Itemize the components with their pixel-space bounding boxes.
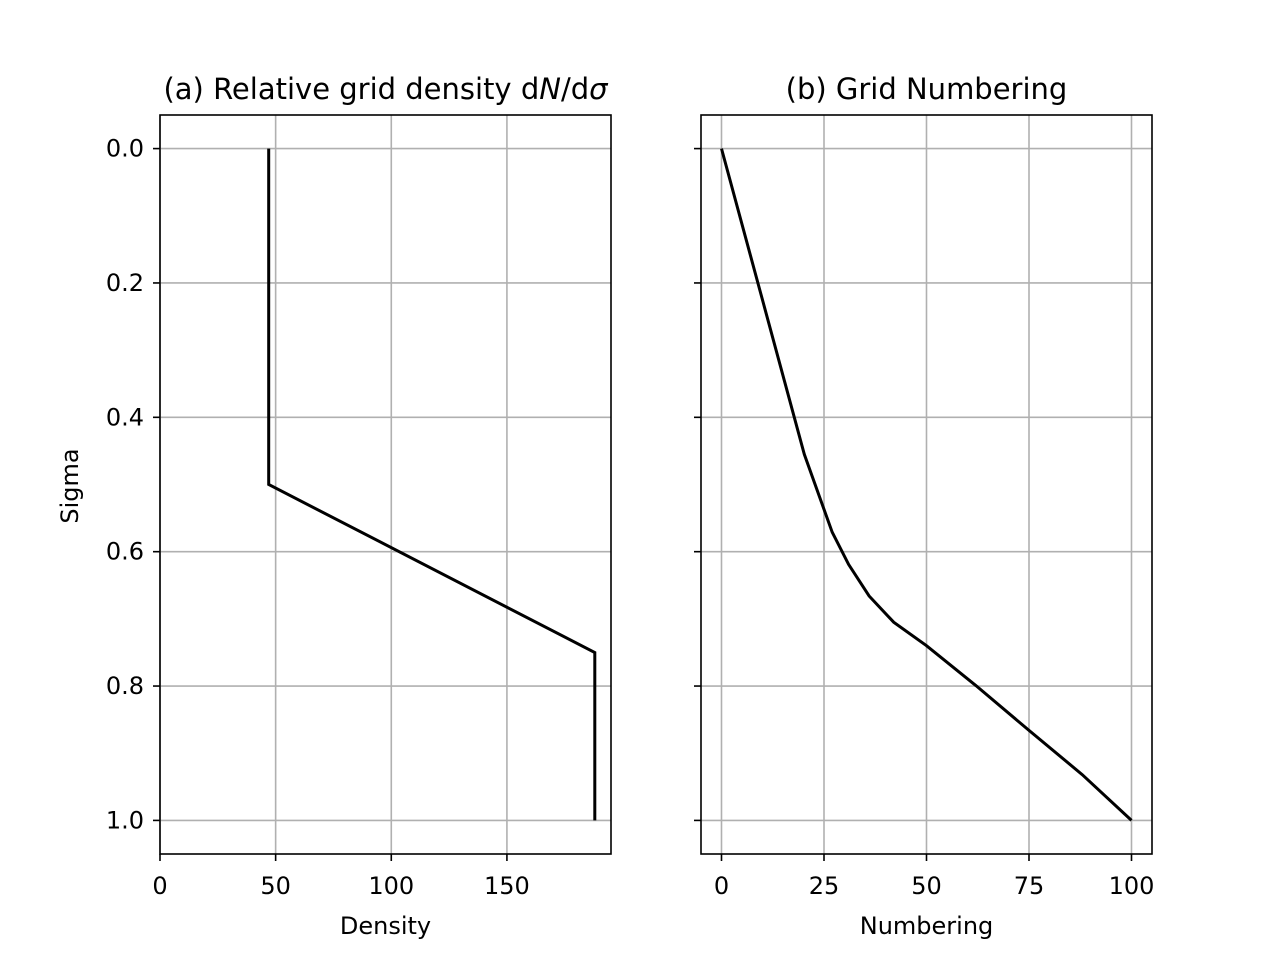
density-axes-frame [159, 114, 612, 855]
numbering-series-line [720, 148, 1133, 822]
numbering-x-tick-label: 0 [714, 872, 729, 900]
density-title-slash-d: /d [561, 72, 589, 106]
density-ticks: 0 50 100 150 0.0 0.2 0.4 0.6 0.8 1.0 [106, 135, 530, 900]
numbering-x-tick-label: 100 [1109, 872, 1155, 900]
density-title-n: N [539, 72, 561, 106]
numbering-chart-title: (b) Grid Numbering [786, 72, 1068, 106]
density-y-tick-label: 0.8 [106, 672, 144, 700]
density-x-axis-label: Density [340, 912, 431, 940]
density-title-sigma: σ [589, 72, 609, 106]
density-chart-title: (a) Relative grid density dN/dσ [163, 72, 609, 106]
density-x-tick-label: 150 [484, 872, 530, 900]
density-title-prefix: (a) Relative grid density d [163, 72, 539, 106]
density-y-tick-label: 0.0 [106, 135, 144, 163]
density-grid [159, 115, 611, 854]
numbering-ticks: 0 25 50 75 100 [694, 147, 1155, 900]
density-y-tick-label: 0.2 [106, 269, 144, 297]
density-series [267, 148, 597, 821]
sigma-y-axis-label: Sigma [56, 448, 84, 523]
density-x-tick-label: 50 [260, 872, 291, 900]
panel-density: 0 50 100 150 0.0 0.2 0.4 0.6 0.8 1.0 (a) Relative… [56, 72, 612, 940]
density-y-tick-label: 0.4 [106, 403, 144, 431]
numbering-x-tick-label: 25 [809, 872, 840, 900]
numbering-x-axis-label: Numbering [860, 912, 994, 940]
panel-numbering: 0 25 50 75 100 (b) Grid Numbering Numbering [694, 72, 1154, 940]
density-x-tick-label: 0 [152, 872, 167, 900]
density-x-tick-label: 100 [368, 872, 414, 900]
density-y-tick-label: 1.0 [106, 806, 144, 834]
density-series-line [267, 148, 597, 821]
numbering-x-tick-label: 75 [1014, 872, 1045, 900]
density-y-tick-label: 0.6 [106, 538, 144, 566]
numbering-series [720, 148, 1133, 822]
numbering-x-tick-label: 50 [911, 872, 942, 900]
